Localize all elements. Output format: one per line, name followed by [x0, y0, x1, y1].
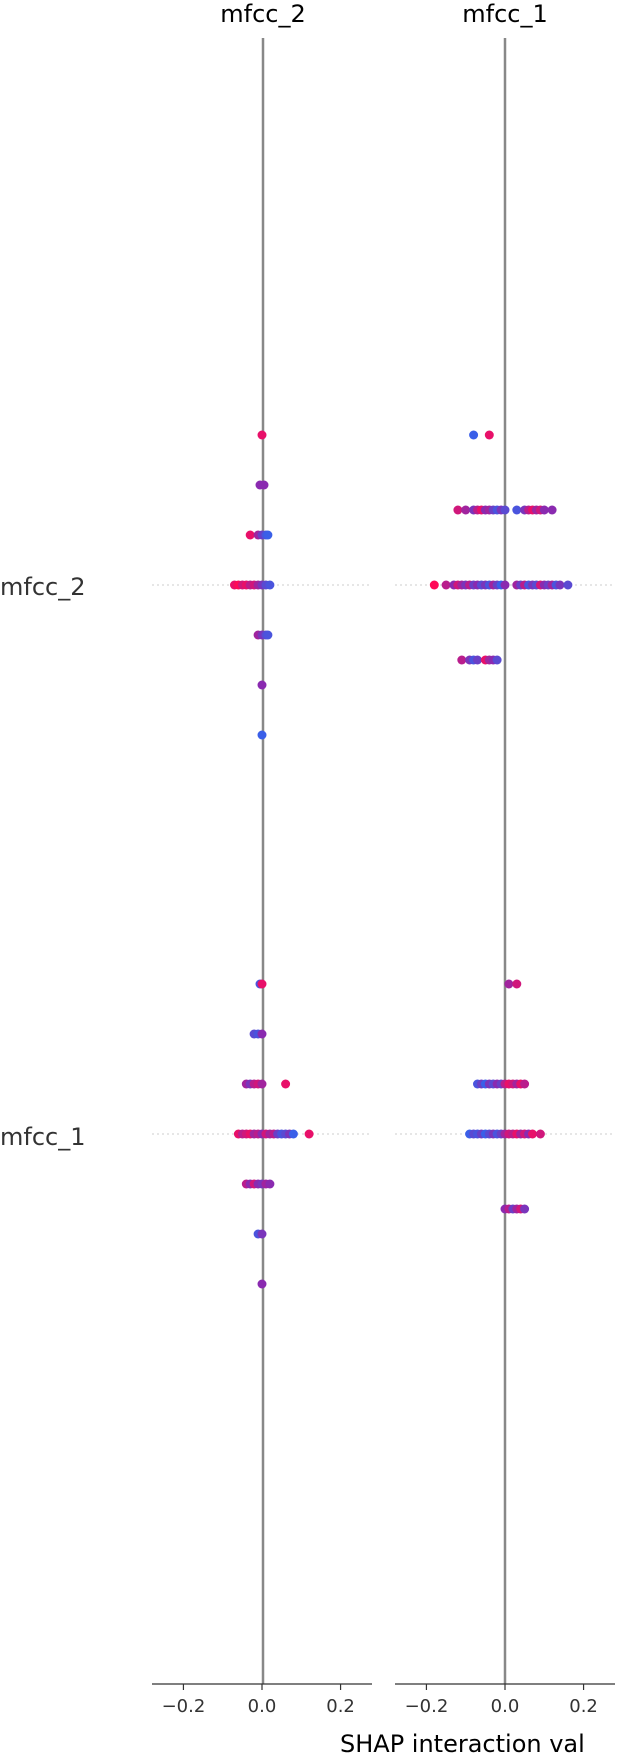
- data-point-p1-r2-33: [265, 1179, 275, 1189]
- data-point-p2-r1-22: [441, 580, 451, 590]
- points-layer: [230, 430, 573, 1289]
- data-point-p2-r1-20: [547, 505, 557, 515]
- data-point-p1-r1-2: [259, 480, 269, 490]
- row-label-1: mfcc_2: [0, 573, 86, 601]
- data-point-p2-r1-12: [500, 505, 510, 515]
- data-point-p2-r1-21: [429, 580, 439, 590]
- ticks-layer: −0.2 0.0 0.2 −0.2 0.0 0.2: [162, 1684, 598, 1717]
- data-point-p1-r1-22: [257, 680, 267, 690]
- data-point-p1-r1-3: [245, 530, 255, 540]
- x-tick-label-p1-0: −0.2: [162, 1696, 206, 1717]
- data-point-p2-r2-0: [504, 979, 514, 989]
- panel-title-1: mfcc_2: [220, 0, 306, 28]
- data-point-p2-r1-48: [555, 580, 565, 590]
- data-point-p2-r1-0: [469, 430, 479, 440]
- data-point-p1-r2-4: [257, 1029, 267, 1039]
- panel-title-2: mfcc_1: [462, 0, 548, 28]
- data-point-p2-r2-14: [520, 1079, 530, 1089]
- data-point-p1-r1-0: [257, 430, 267, 440]
- data-point-p1-r2-9: [257, 1079, 267, 1089]
- data-point-p2-r2-1: [512, 979, 522, 989]
- data-point-p2-r1-49: [563, 580, 573, 590]
- x-tick-label-p2-1: 0.0: [491, 1696, 520, 1717]
- data-point-p2-r1-3: [461, 505, 471, 515]
- data-point-p1-r1-17: [265, 580, 275, 590]
- row-label-2: mfcc_1: [0, 1123, 86, 1151]
- data-point-p2-r1-1: [484, 430, 494, 440]
- x-tick-label-p2-2: 0.2: [569, 1696, 598, 1717]
- data-point-p2-r2-31: [528, 1129, 537, 1139]
- data-point-p1-r2-36: [257, 1279, 267, 1289]
- data-point-p1-r2-35: [257, 1229, 267, 1239]
- data-point-p2-r1-36: [500, 580, 510, 590]
- data-point-p1-r1-7: [263, 530, 273, 540]
- data-point-p2-r1-50: [457, 655, 467, 665]
- data-point-p2-r2-32: [535, 1129, 545, 1139]
- x-tick-label-p1-2: 0.2: [326, 1696, 355, 1717]
- data-point-p2-r1-13: [512, 505, 522, 515]
- data-point-p2-r2-38: [520, 1204, 530, 1214]
- x-tick-label-p1-1: 0.0: [248, 1696, 277, 1717]
- data-point-p2-r1-2: [453, 505, 463, 515]
- data-point-p1-r2-10: [281, 1079, 291, 1089]
- data-point-p2-r1-57: [492, 655, 502, 665]
- data-point-p1-r1-23: [257, 730, 267, 740]
- data-point-p1-r2-26: [304, 1129, 314, 1139]
- data-point-p1-r1-21: [263, 630, 273, 640]
- x-tick-label-p2-0: −0.2: [405, 1696, 449, 1717]
- data-point-p1-r2-1: [257, 979, 267, 989]
- data-point-p2-r1-53: [473, 655, 482, 665]
- x-axis-label: SHAP interaction val: [340, 1730, 585, 1757]
- data-point-p1-r2-25: [288, 1129, 298, 1139]
- data-point-p2-r1-19: [539, 505, 549, 515]
